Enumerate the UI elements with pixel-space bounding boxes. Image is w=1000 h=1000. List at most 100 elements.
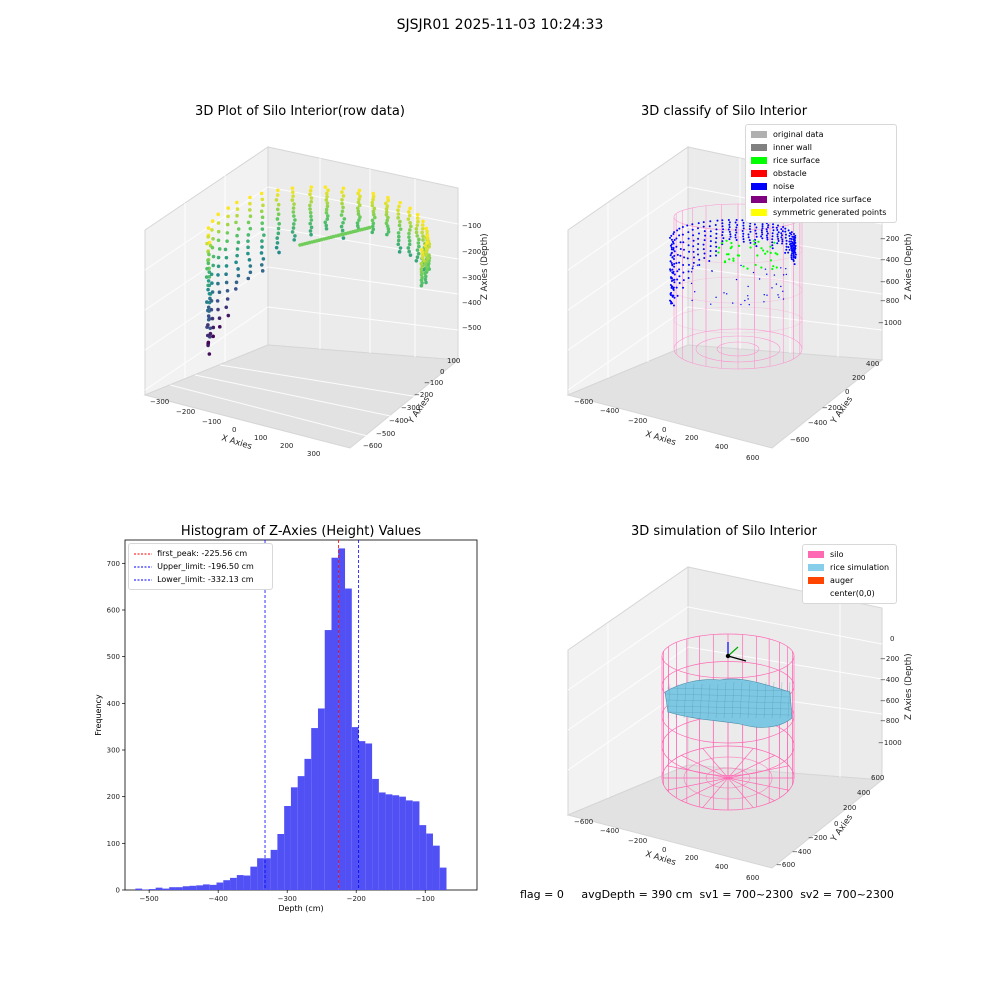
rice-surface-point <box>717 251 720 254</box>
noise-point <box>742 235 745 238</box>
histogram-bar <box>378 792 386 890</box>
noise-point <box>755 235 758 238</box>
scatter-point <box>275 217 280 221</box>
scatter-point <box>341 186 346 191</box>
scatter-point <box>358 215 362 219</box>
noise-point <box>673 231 676 234</box>
noise-point <box>686 224 689 227</box>
scatter-point <box>234 220 238 225</box>
scatter-point <box>356 209 361 213</box>
scatter-point <box>396 215 400 220</box>
p2-ytick: 200 <box>852 374 865 382</box>
scatter-point <box>308 203 312 208</box>
noise-point <box>672 232 675 235</box>
histogram-chart: −500 −400 −300 −200 −100 0 100 200 300 400 500 600… <box>94 539 478 913</box>
noise-point <box>771 241 774 244</box>
scatter-point <box>396 231 401 235</box>
histogram-bar <box>432 845 440 890</box>
noise-point <box>698 263 701 266</box>
noise-point <box>778 296 780 298</box>
scatter-point <box>357 188 362 193</box>
noise-point <box>794 257 797 260</box>
legend-swatch <box>808 577 824 584</box>
noise-point <box>790 258 793 261</box>
noise-point <box>672 258 675 261</box>
noise-point <box>715 245 718 248</box>
noise-point <box>744 299 746 302</box>
panel2-legend: original data inner wall rice surface ob… <box>745 124 897 223</box>
rice-surface-point <box>773 241 776 244</box>
p2-ytick: −600 <box>790 436 809 444</box>
scatter-point <box>274 198 279 202</box>
scatter-point <box>355 206 360 210</box>
scatter-point <box>207 283 212 288</box>
scatter-point <box>371 197 375 202</box>
legend-label: Upper_limit: -196.50 cm <box>157 562 254 571</box>
noise-point <box>777 294 779 296</box>
noise-point <box>771 238 774 241</box>
noise-point <box>791 235 794 238</box>
rice-surface-point <box>730 241 733 245</box>
scatter-point <box>246 233 251 237</box>
noise-point <box>683 256 686 259</box>
noise-point <box>755 226 758 229</box>
p4-xtick: 200 <box>685 854 698 862</box>
p4-xtick: −200 <box>628 837 647 845</box>
scatter-point <box>407 249 411 254</box>
legend-label: interpolated rice surface <box>773 195 872 204</box>
scatter-point <box>274 245 279 250</box>
scatter-point <box>216 212 220 217</box>
scatter-point <box>386 229 391 234</box>
noise-point <box>716 219 719 222</box>
noise-point <box>728 226 731 229</box>
noise-point <box>766 294 768 296</box>
scatter-point <box>357 218 361 222</box>
rice-surface-point <box>769 259 773 262</box>
scatter-point <box>293 234 297 238</box>
noise-point <box>771 244 774 247</box>
noise-point <box>785 242 788 245</box>
scatter-point <box>226 214 230 219</box>
scatter-point <box>290 198 295 202</box>
noise-point <box>669 283 672 286</box>
legend-line <box>134 579 152 580</box>
noise-point <box>678 227 681 230</box>
noise-point <box>670 243 673 246</box>
histogram-bar <box>372 778 379 890</box>
scatter-point <box>246 251 250 256</box>
noise-point <box>729 235 732 238</box>
scatter-point <box>261 203 265 208</box>
scatter-point <box>358 194 362 199</box>
noise-point <box>777 240 780 243</box>
scatter-point <box>370 203 375 208</box>
scatter-point <box>384 207 389 211</box>
legend-label: first_peak: -225.56 cm <box>157 549 248 558</box>
noise-point <box>672 248 675 251</box>
legend-item: symmetric generated points <box>751 206 891 219</box>
noise-point <box>698 258 701 261</box>
noise-point <box>676 270 679 273</box>
noise-point <box>670 234 673 237</box>
rice-surface-point <box>730 245 733 248</box>
scatter-point <box>397 234 401 239</box>
noise-point <box>678 275 681 278</box>
p4-ytick: 200 <box>843 804 856 812</box>
scatter-point <box>235 233 239 238</box>
noise-point <box>691 223 694 226</box>
p1-xtick: 100 <box>254 434 267 442</box>
scatter-point <box>423 271 427 276</box>
scatter-point <box>423 277 428 282</box>
scatter-point <box>416 241 421 245</box>
scatter-point <box>340 190 344 194</box>
scatter-point <box>206 314 211 318</box>
rice-surface-point <box>736 254 740 257</box>
rice-mesh-line <box>666 711 791 716</box>
scatter-point <box>396 212 401 216</box>
scatter-point <box>420 248 424 252</box>
noise-point <box>761 233 764 236</box>
noise-point <box>721 225 724 228</box>
noise-point <box>673 265 676 268</box>
scatter-point <box>209 272 214 277</box>
rice-mesh-line <box>723 681 727 719</box>
legend-item: Lower_limit: -332.13 cm <box>134 573 267 586</box>
